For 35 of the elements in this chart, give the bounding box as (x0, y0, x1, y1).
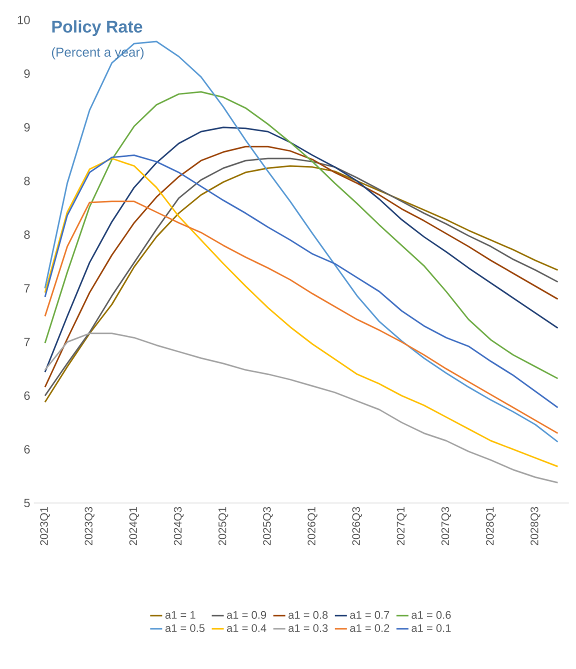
y-tick-label: 6 (24, 445, 30, 454)
legend-label: a1 = 0.4 (226, 624, 266, 632)
x-tick-label: 2027Q1 (396, 507, 407, 546)
x-tick-label: 2025Q1 (218, 507, 228, 546)
line-series (44, 332, 558, 484)
y-tick-label: 8 (24, 176, 30, 186)
x-tick-label: 2024Q1 (129, 507, 140, 546)
line-series (44, 40, 558, 443)
y-tick-label: 7 (24, 338, 30, 346)
y-tick-label: 9 (24, 123, 30, 132)
x-tick-label: 2026Q3 (352, 507, 362, 546)
y-tick-label: 7 (24, 284, 30, 292)
legend-label: a1 = 0.2 (350, 624, 390, 632)
y-tick-label: 6 (24, 391, 30, 400)
legend-label: a1 = 0.1 (412, 624, 451, 632)
legend-label: a1 = 0.6 (412, 611, 451, 619)
legend-label: a1 = 0.8 (288, 611, 328, 619)
legend-label: a1 = 0.9 (226, 611, 266, 619)
x-tick-label: 2027Q3 (441, 507, 452, 546)
chart-title: Policy Rate (52, 20, 142, 36)
x-tick-label: 2026Q1 (308, 507, 318, 546)
x-tick-label: 2024Q3 (174, 507, 184, 546)
y-tick-label: 10 (18, 16, 30, 24)
legend-label: a1 = 0.7 (350, 611, 390, 619)
x-tick-label: 2028Q1 (486, 507, 496, 546)
legend-label: a1 = 1 (165, 611, 196, 619)
y-tick-label: 8 (24, 230, 30, 239)
x-tick-label: 2028Q3 (530, 507, 540, 546)
x-tick-label: 2023Q1 (40, 507, 50, 546)
y-tick-label: 5 (24, 498, 30, 508)
y-tick-label: 9 (24, 69, 30, 78)
x-tick-label: 2023Q3 (84, 507, 94, 546)
legend-label: a1 = 0.3 (288, 624, 328, 632)
legend-label: a1 = 0.5 (165, 624, 205, 632)
x-tick-label: 2025Q3 (263, 507, 273, 546)
